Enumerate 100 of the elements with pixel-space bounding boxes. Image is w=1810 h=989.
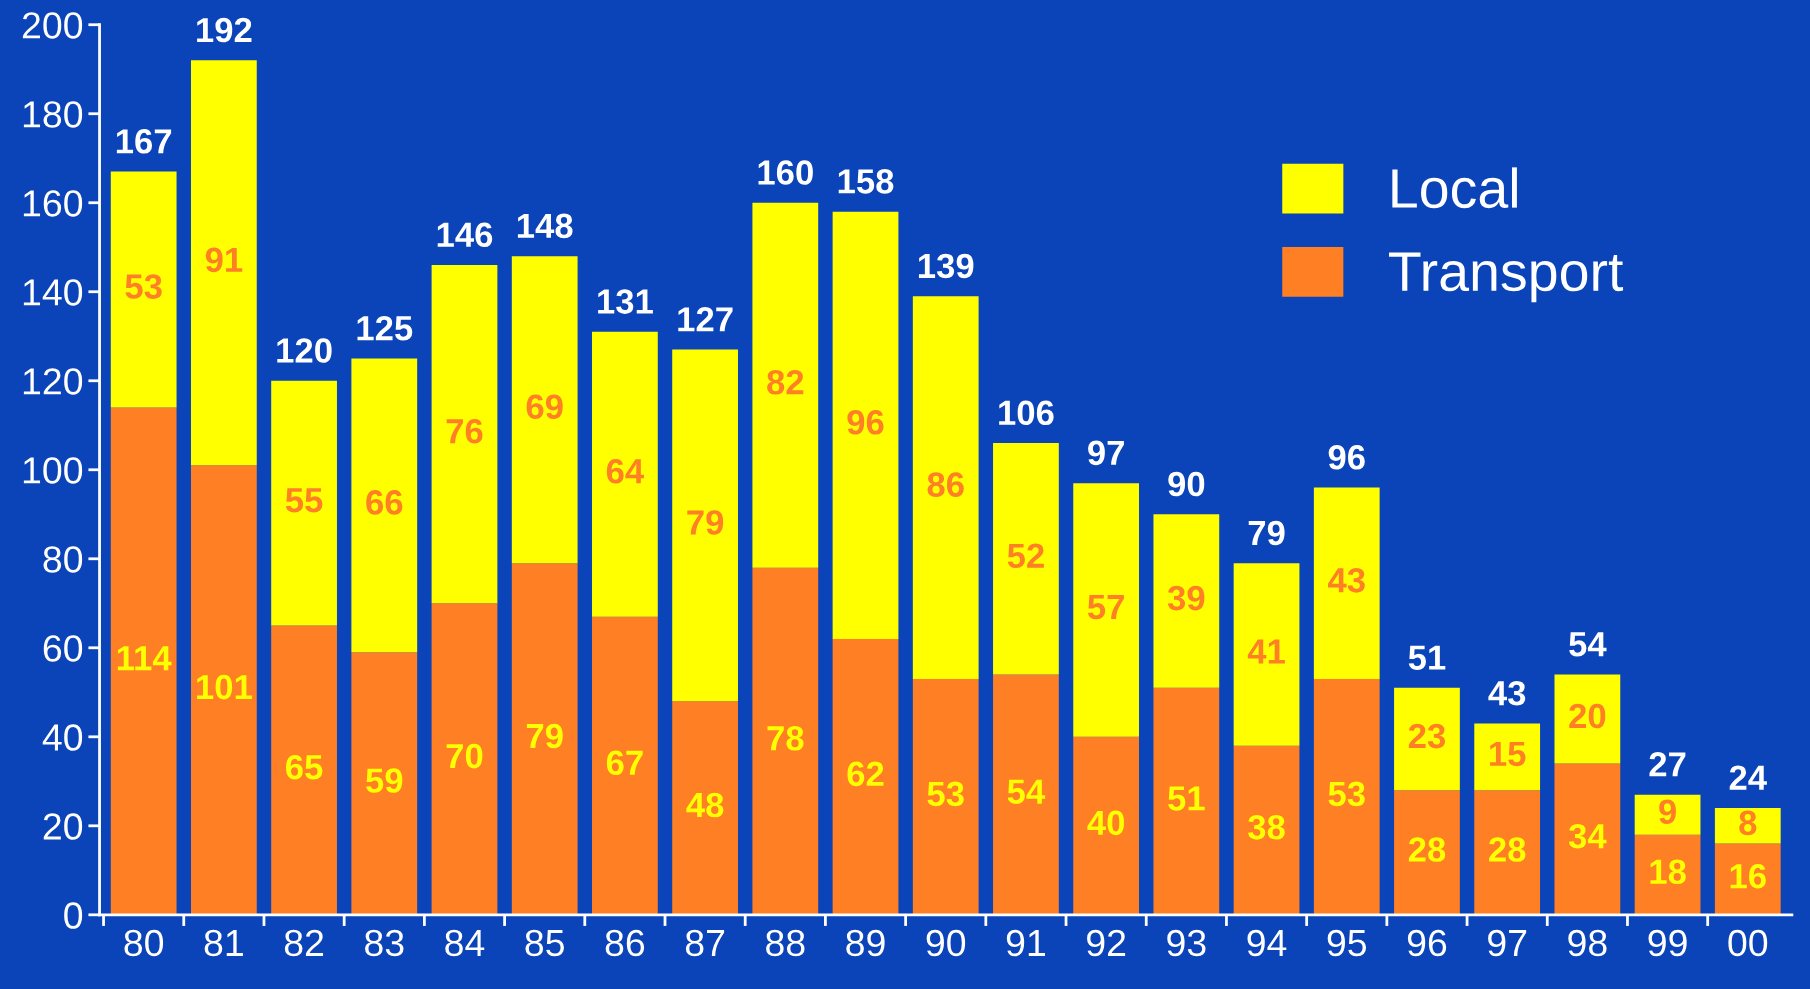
bar: [431, 265, 498, 604]
bar: [672, 349, 738, 702]
data-label: 9: [1659, 799, 1676, 825]
x-tick-label: 90: [926, 929, 966, 957]
x-tick-label: 83: [365, 929, 404, 957]
total-label: 167: [116, 129, 172, 154]
x-tick-label: 97: [1488, 929, 1527, 957]
bar: [592, 331, 658, 617]
total-label: 192: [197, 17, 252, 43]
data-label: 70: [446, 743, 483, 769]
bar: [271, 380, 337, 626]
data-label: 23: [1408, 723, 1446, 749]
data-label: 39: [1167, 585, 1205, 611]
total-label: 139: [918, 253, 974, 279]
bar: [1073, 736, 1140, 915]
bar: [1313, 487, 1380, 679]
x-tick-label: 88: [766, 929, 805, 957]
total-label: 131: [598, 289, 653, 314]
x-tick-label: 85: [525, 929, 564, 957]
data-label: 114: [117, 646, 172, 671]
data-label: 67: [606, 750, 643, 776]
bar: [1474, 723, 1541, 791]
x-tick-label: 87: [685, 929, 725, 957]
data-label: 65: [286, 754, 323, 780]
x-tick-label: 82: [284, 929, 324, 957]
y-tick-label: 80: [43, 546, 83, 573]
data-label: 34: [1568, 823, 1607, 849]
x-tick-label: 00: [1728, 929, 1768, 957]
total-label: 160: [758, 160, 813, 185]
y-tick-label: 160: [23, 190, 83, 217]
x-tick-label: 92: [1087, 929, 1126, 957]
bar: [752, 567, 819, 915]
y-tick-label: 40: [42, 724, 83, 751]
x-tick-label: 95: [1327, 929, 1367, 957]
data-label: 43: [1327, 568, 1365, 593]
x-tick-label: 94: [1247, 929, 1287, 957]
x-tick-label: 84: [445, 929, 485, 957]
y-tick-label: 60: [43, 635, 83, 662]
total-label: 27: [1649, 752, 1686, 777]
data-label: 8: [1739, 810, 1757, 836]
y-tick-label: 180: [23, 101, 83, 128]
bar: [1474, 790, 1541, 915]
data-label: 59: [366, 768, 403, 793]
data-label: 16: [1730, 863, 1766, 889]
data-label: 53: [125, 274, 162, 299]
total-label: 96: [1328, 445, 1365, 470]
data-label: 78: [767, 725, 804, 751]
bar: [1394, 790, 1460, 915]
total-label: 79: [1248, 520, 1285, 546]
total-label: 90: [1168, 471, 1205, 497]
total-label: 106: [999, 400, 1054, 426]
data-label: 38: [1248, 815, 1285, 840]
total-label: 43: [1488, 680, 1526, 706]
data-label: 57: [1087, 595, 1124, 620]
data-label: 20: [1569, 703, 1606, 729]
data-label: 55: [285, 488, 323, 513]
total-label: 158: [838, 169, 894, 194]
bar: [190, 60, 257, 466]
data-label: 51: [1168, 786, 1205, 811]
total-label: 24: [1729, 765, 1767, 790]
bar: [1233, 563, 1300, 746]
bar: [912, 678, 979, 915]
x-tick-label: 96: [1407, 929, 1447, 957]
total-label: 148: [517, 213, 573, 239]
legend-label: Local: [1392, 167, 1517, 209]
legend-label: Transport: [1389, 252, 1624, 303]
data-label: 18: [1650, 859, 1686, 885]
data-label: 53: [927, 781, 964, 807]
data-label: 41: [1247, 639, 1285, 664]
data-label: 101: [197, 674, 252, 700]
total-label: 97: [1088, 440, 1124, 466]
x-tick-label: 98: [1568, 929, 1607, 957]
bar: [672, 701, 738, 915]
bar: [1313, 678, 1380, 915]
data-label: 28: [1489, 837, 1526, 862]
y-tick-label: 100: [23, 457, 83, 484]
data-label: 82: [767, 369, 804, 395]
bar: [110, 407, 177, 915]
bar: [1153, 514, 1220, 688]
bar: [1153, 687, 1220, 915]
y-tick-label: 200: [22, 12, 83, 39]
data-label: 62: [847, 761, 884, 787]
total-label: 51: [1408, 645, 1446, 670]
bar: [271, 625, 337, 915]
data-label: 48: [686, 792, 724, 818]
data-label: 79: [526, 723, 563, 749]
x-tick-label: 80: [124, 929, 164, 957]
total-label: 54: [1569, 632, 1607, 657]
y-tick-label: 20: [43, 813, 83, 840]
bar: [511, 256, 578, 564]
bar: [190, 465, 257, 915]
x-tick-label: 81: [204, 929, 243, 957]
data-label: 40: [1087, 810, 1125, 836]
bar: [832, 638, 899, 915]
bar: [832, 211, 899, 639]
data-label: 69: [526, 394, 563, 420]
bar: [993, 443, 1059, 675]
data-label: 96: [847, 410, 884, 435]
total-label: 125: [357, 315, 413, 341]
bar: [592, 616, 658, 915]
